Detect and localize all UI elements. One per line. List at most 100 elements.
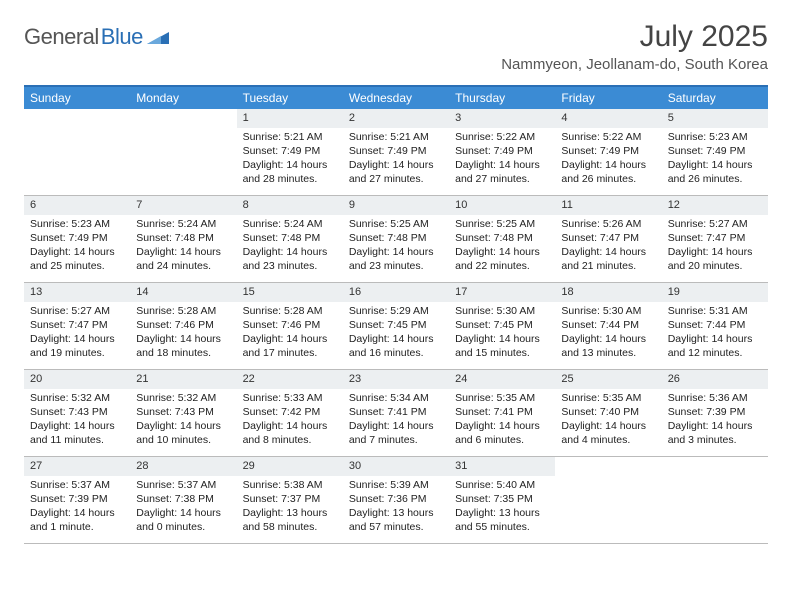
sunset-text: Sunset: 7:49 PM — [349, 144, 443, 158]
week-row: 27Sunrise: 5:37 AMSunset: 7:39 PMDayligh… — [24, 457, 768, 544]
sunrise-text: Sunrise: 5:37 AM — [136, 478, 230, 492]
brand-blue: Blue — [101, 24, 143, 50]
brand-general: General — [24, 24, 99, 50]
day-number: 12 — [662, 196, 768, 215]
day-number: 19 — [662, 283, 768, 302]
dow-thursday: Thursday — [449, 87, 555, 109]
sunrise-text: Sunrise: 5:21 AM — [349, 130, 443, 144]
day-body: Sunrise: 5:28 AMSunset: 7:46 PMDaylight:… — [237, 302, 343, 365]
daylight-text: Daylight: 14 hours and 20 minutes. — [668, 245, 762, 273]
sunrise-text: Sunrise: 5:27 AM — [30, 304, 124, 318]
day-body: Sunrise: 5:21 AMSunset: 7:49 PMDaylight:… — [237, 128, 343, 191]
sunset-text: Sunset: 7:45 PM — [455, 318, 549, 332]
day-body: Sunrise: 5:23 AMSunset: 7:49 PMDaylight:… — [662, 128, 768, 191]
week-row: 13Sunrise: 5:27 AMSunset: 7:47 PMDayligh… — [24, 283, 768, 370]
day-body: Sunrise: 5:36 AMSunset: 7:39 PMDaylight:… — [662, 389, 768, 452]
sunrise-text: Sunrise: 5:34 AM — [349, 391, 443, 405]
sunset-text: Sunset: 7:37 PM — [243, 492, 337, 506]
dow-row: Sunday Monday Tuesday Wednesday Thursday… — [24, 87, 768, 109]
sunset-text: Sunset: 7:49 PM — [455, 144, 549, 158]
day-number: 16 — [343, 283, 449, 302]
sunrise-text: Sunrise: 5:36 AM — [668, 391, 762, 405]
day-body: Sunrise: 5:24 AMSunset: 7:48 PMDaylight:… — [237, 215, 343, 278]
sunrise-text: Sunrise: 5:35 AM — [561, 391, 655, 405]
daylight-text: Daylight: 14 hours and 13 minutes. — [561, 332, 655, 360]
day-cell — [662, 457, 768, 543]
day-number: 27 — [24, 457, 130, 476]
day-cell: 16Sunrise: 5:29 AMSunset: 7:45 PMDayligh… — [343, 283, 449, 369]
sunset-text: Sunset: 7:46 PM — [136, 318, 230, 332]
sunset-text: Sunset: 7:45 PM — [349, 318, 443, 332]
day-number: 7 — [130, 196, 236, 215]
day-number: 1 — [237, 109, 343, 128]
sunset-text: Sunset: 7:48 PM — [136, 231, 230, 245]
day-body: Sunrise: 5:21 AMSunset: 7:49 PMDaylight:… — [343, 128, 449, 191]
day-cell: 23Sunrise: 5:34 AMSunset: 7:41 PMDayligh… — [343, 370, 449, 456]
sunrise-text: Sunrise: 5:22 AM — [561, 130, 655, 144]
day-cell: 13Sunrise: 5:27 AMSunset: 7:47 PMDayligh… — [24, 283, 130, 369]
day-cell: 15Sunrise: 5:28 AMSunset: 7:46 PMDayligh… — [237, 283, 343, 369]
day-body: Sunrise: 5:40 AMSunset: 7:35 PMDaylight:… — [449, 476, 555, 539]
dow-saturday: Saturday — [662, 87, 768, 109]
sunset-text: Sunset: 7:44 PM — [668, 318, 762, 332]
brand-logo: General Blue — [24, 24, 169, 50]
day-body: Sunrise: 5:33 AMSunset: 7:42 PMDaylight:… — [237, 389, 343, 452]
day-cell: 26Sunrise: 5:36 AMSunset: 7:39 PMDayligh… — [662, 370, 768, 456]
day-number: 24 — [449, 370, 555, 389]
sunset-text: Sunset: 7:47 PM — [668, 231, 762, 245]
day-number: 20 — [24, 370, 130, 389]
day-cell: 18Sunrise: 5:30 AMSunset: 7:44 PMDayligh… — [555, 283, 661, 369]
sunset-text: Sunset: 7:47 PM — [561, 231, 655, 245]
day-cell: 7Sunrise: 5:24 AMSunset: 7:48 PMDaylight… — [130, 196, 236, 282]
sunset-text: Sunset: 7:42 PM — [243, 405, 337, 419]
sunset-text: Sunset: 7:43 PM — [136, 405, 230, 419]
daylight-text: Daylight: 14 hours and 27 minutes. — [349, 158, 443, 186]
daylight-text: Daylight: 14 hours and 6 minutes. — [455, 419, 549, 447]
day-body: Sunrise: 5:34 AMSunset: 7:41 PMDaylight:… — [343, 389, 449, 452]
day-cell: 10Sunrise: 5:25 AMSunset: 7:48 PMDayligh… — [449, 196, 555, 282]
day-number: 15 — [237, 283, 343, 302]
sunset-text: Sunset: 7:40 PM — [561, 405, 655, 419]
day-cell: 31Sunrise: 5:40 AMSunset: 7:35 PMDayligh… — [449, 457, 555, 543]
day-number: 14 — [130, 283, 236, 302]
day-number: 29 — [237, 457, 343, 476]
day-cell: 24Sunrise: 5:35 AMSunset: 7:41 PMDayligh… — [449, 370, 555, 456]
title-block: July 2025 Nammyeon, Jeollanam-do, South … — [501, 20, 768, 73]
day-cell: 30Sunrise: 5:39 AMSunset: 7:36 PMDayligh… — [343, 457, 449, 543]
daylight-text: Daylight: 14 hours and 10 minutes. — [136, 419, 230, 447]
daylight-text: Daylight: 14 hours and 22 minutes. — [455, 245, 549, 273]
day-number: 26 — [662, 370, 768, 389]
day-number: 8 — [237, 196, 343, 215]
daylight-text: Daylight: 14 hours and 26 minutes. — [561, 158, 655, 186]
sunset-text: Sunset: 7:41 PM — [349, 405, 443, 419]
sunrise-text: Sunrise: 5:38 AM — [243, 478, 337, 492]
day-cell: 20Sunrise: 5:32 AMSunset: 7:43 PMDayligh… — [24, 370, 130, 456]
dow-tuesday: Tuesday — [237, 87, 343, 109]
sunrise-text: Sunrise: 5:39 AM — [349, 478, 443, 492]
sunrise-text: Sunrise: 5:23 AM — [30, 217, 124, 231]
sunrise-text: Sunrise: 5:21 AM — [243, 130, 337, 144]
day-cell: 22Sunrise: 5:33 AMSunset: 7:42 PMDayligh… — [237, 370, 343, 456]
sunrise-text: Sunrise: 5:33 AM — [243, 391, 337, 405]
day-cell: 28Sunrise: 5:37 AMSunset: 7:38 PMDayligh… — [130, 457, 236, 543]
day-cell: 14Sunrise: 5:28 AMSunset: 7:46 PMDayligh… — [130, 283, 236, 369]
day-cell — [24, 109, 130, 195]
sunrise-text: Sunrise: 5:35 AM — [455, 391, 549, 405]
calendar: Sunday Monday Tuesday Wednesday Thursday… — [24, 85, 768, 544]
day-body: Sunrise: 5:38 AMSunset: 7:37 PMDaylight:… — [237, 476, 343, 539]
daylight-text: Daylight: 14 hours and 3 minutes. — [668, 419, 762, 447]
day-body: Sunrise: 5:27 AMSunset: 7:47 PMDaylight:… — [24, 302, 130, 365]
day-cell: 6Sunrise: 5:23 AMSunset: 7:49 PMDaylight… — [24, 196, 130, 282]
day-cell: 1Sunrise: 5:21 AMSunset: 7:49 PMDaylight… — [237, 109, 343, 195]
day-body: Sunrise: 5:35 AMSunset: 7:41 PMDaylight:… — [449, 389, 555, 452]
daylight-text: Daylight: 14 hours and 23 minutes. — [349, 245, 443, 273]
day-cell: 12Sunrise: 5:27 AMSunset: 7:47 PMDayligh… — [662, 196, 768, 282]
daylight-text: Daylight: 14 hours and 28 minutes. — [243, 158, 337, 186]
sunrise-text: Sunrise: 5:28 AM — [243, 304, 337, 318]
daylight-text: Daylight: 14 hours and 17 minutes. — [243, 332, 337, 360]
header: General Blue July 2025 Nammyeon, Jeollan… — [24, 20, 768, 73]
sunset-text: Sunset: 7:49 PM — [30, 231, 124, 245]
daylight-text: Daylight: 13 hours and 57 minutes. — [349, 506, 443, 534]
day-body: Sunrise: 5:26 AMSunset: 7:47 PMDaylight:… — [555, 215, 661, 278]
daylight-text: Daylight: 14 hours and 18 minutes. — [136, 332, 230, 360]
